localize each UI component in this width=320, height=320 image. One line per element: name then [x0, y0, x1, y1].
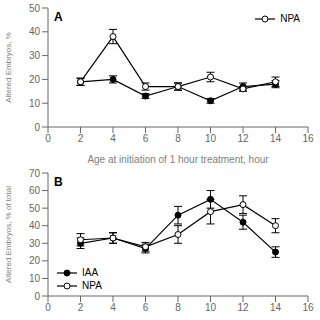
html-text:B: B: [54, 175, 63, 189]
svg-text:16: 16: [302, 302, 312, 313]
svg-text:4: 4: [110, 302, 116, 313]
html-text:IAA: IAA: [82, 267, 99, 278]
svg-text:30: 30: [29, 50, 41, 61]
svg-text:10: 10: [205, 133, 217, 144]
svg-text:6: 6: [143, 302, 149, 313]
svg-text:2: 2: [78, 133, 84, 144]
svg-text:12: 12: [237, 133, 249, 144]
svg-text:20: 20: [29, 74, 41, 85]
svg-text:10: 10: [29, 98, 41, 109]
svg-text:0: 0: [34, 122, 40, 133]
svg-text:40: 40: [29, 26, 41, 37]
svg-text:10: 10: [29, 273, 41, 284]
html-text:NPA: NPA: [280, 13, 300, 24]
svg-text:60: 60: [29, 185, 41, 196]
svg-text:Age at initiation of 1 hour tr: Age at initiation of 1 hour treatment, h…: [87, 154, 269, 165]
svg-text:8: 8: [175, 133, 181, 144]
svg-text:50: 50: [29, 3, 41, 14]
svg-text:30: 30: [29, 238, 41, 249]
svg-text:0: 0: [45, 133, 51, 144]
svg-text:0: 0: [34, 291, 40, 302]
svg-text:4: 4: [110, 133, 116, 144]
svg-text:0: 0: [45, 302, 51, 313]
svg-text:40: 40: [29, 220, 41, 231]
svg-text:Altered Embryos, %: Altered Embryos, %: [8, 32, 13, 103]
svg-text:14: 14: [270, 133, 282, 144]
svg-text:14: 14: [270, 302, 282, 313]
svg-text:8: 8: [175, 302, 181, 313]
svg-text:16: 16: [302, 133, 312, 144]
svg-text:6: 6: [143, 133, 149, 144]
svg-text:70: 70: [29, 168, 41, 179]
svg-text:20: 20: [29, 255, 41, 266]
svg-text:10: 10: [205, 302, 217, 313]
html-text:A: A: [54, 10, 63, 24]
svg-text:2: 2: [78, 302, 84, 313]
svg-text:50: 50: [29, 203, 41, 214]
svg-text:12: 12: [237, 302, 249, 313]
svg-text:Altered Embryos, % of total: Altered Embryos, % of total: [8, 186, 13, 283]
html-text:NPA: NPA: [82, 280, 102, 291]
